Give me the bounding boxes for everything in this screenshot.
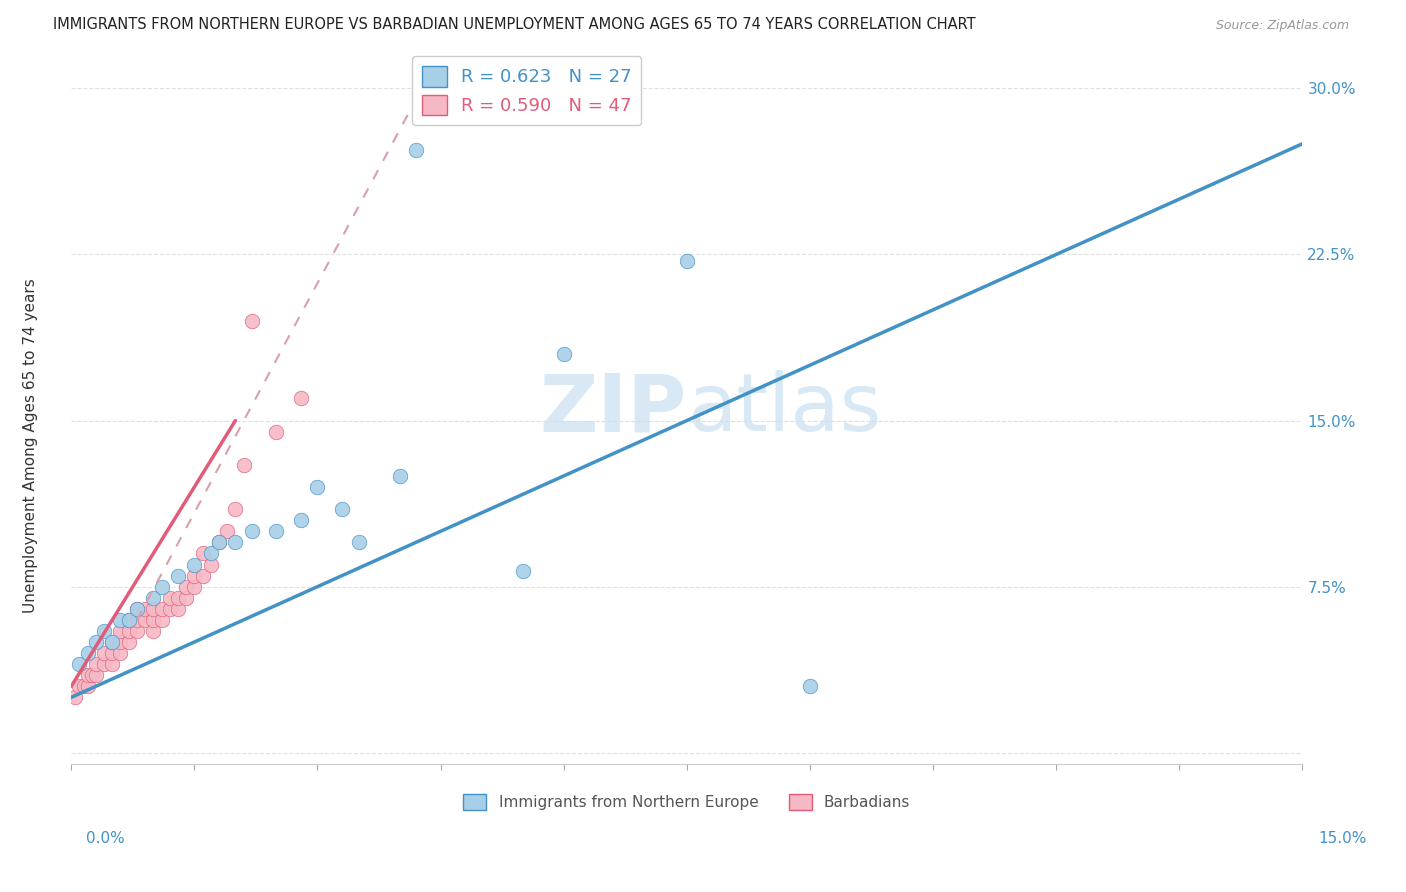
Point: [167, 568, 190, 582]
Point: [110, 624, 132, 638]
Point: [191, 546, 214, 560]
Point: [150, 602, 173, 616]
Point: [84, 635, 107, 649]
Point: [118, 613, 141, 627]
Point: [167, 591, 190, 605]
Point: [159, 591, 181, 605]
Point: [65, 690, 87, 705]
Point: [80, 668, 103, 682]
Point: [110, 646, 132, 660]
Point: [101, 635, 124, 649]
Text: ZIP: ZIP: [540, 370, 688, 449]
Point: [142, 613, 165, 627]
Point: [93, 657, 115, 672]
Point: [553, 347, 575, 361]
Point: [307, 480, 329, 494]
Point: [266, 425, 288, 439]
Text: 0.0%: 0.0%: [86, 831, 125, 846]
Point: [101, 646, 124, 660]
Point: [125, 624, 148, 638]
Text: IMMIGRANTS FROM NORTHERN EUROPE VS BARBADIAN UNEMPLOYMENT AMONG AGES 65 TO 74 YE: IMMIGRANTS FROM NORTHERN EUROPE VS BARBA…: [53, 17, 976, 31]
Point: [72, 679, 94, 693]
Point: [676, 254, 699, 268]
Text: atlas: atlas: [688, 370, 882, 449]
Point: [76, 668, 98, 682]
Text: 15.0%: 15.0%: [1319, 831, 1367, 846]
Point: [118, 635, 141, 649]
Point: [232, 458, 254, 472]
Point: [110, 635, 132, 649]
Point: [512, 564, 534, 578]
Point: [167, 602, 190, 616]
Point: [125, 613, 148, 627]
Text: Unemployment Among Ages 65 to 74 years: Unemployment Among Ages 65 to 74 years: [24, 278, 38, 614]
Point: [142, 591, 165, 605]
Point: [101, 635, 124, 649]
Point: [224, 502, 246, 516]
Point: [200, 558, 222, 572]
Point: [388, 469, 411, 483]
Point: [84, 668, 107, 682]
Point: [134, 602, 156, 616]
Point: [183, 568, 205, 582]
Point: [118, 613, 141, 627]
Point: [150, 580, 173, 594]
Point: [290, 513, 312, 527]
Point: [159, 602, 181, 616]
Point: [183, 558, 205, 572]
Point: [240, 524, 263, 539]
Text: Source: ZipAtlas.com: Source: ZipAtlas.com: [1216, 19, 1350, 31]
Point: [76, 646, 98, 660]
Point: [69, 657, 91, 672]
Point: [183, 580, 205, 594]
Point: [93, 646, 115, 660]
Point: [266, 524, 288, 539]
Point: [142, 602, 165, 616]
Point: [93, 624, 115, 638]
Point: [217, 524, 239, 539]
Point: [208, 535, 231, 549]
Point: [101, 657, 124, 672]
Point: [84, 657, 107, 672]
Point: [134, 613, 156, 627]
Point: [174, 580, 197, 594]
Point: [799, 679, 821, 693]
Point: [174, 591, 197, 605]
Point: [150, 613, 173, 627]
Point: [125, 602, 148, 616]
Point: [110, 613, 132, 627]
Point: [191, 568, 214, 582]
Point: [208, 535, 231, 549]
Point: [330, 502, 353, 516]
Point: [142, 624, 165, 638]
Point: [200, 546, 222, 560]
Point: [125, 602, 148, 616]
Point: [405, 144, 427, 158]
Legend: Immigrants from Northern Europe, Barbadians: Immigrants from Northern Europe, Barbadi…: [457, 789, 917, 816]
Point: [118, 624, 141, 638]
Point: [224, 535, 246, 549]
Point: [69, 679, 91, 693]
Point: [240, 314, 263, 328]
Point: [347, 535, 370, 549]
Point: [290, 392, 312, 406]
Point: [76, 679, 98, 693]
